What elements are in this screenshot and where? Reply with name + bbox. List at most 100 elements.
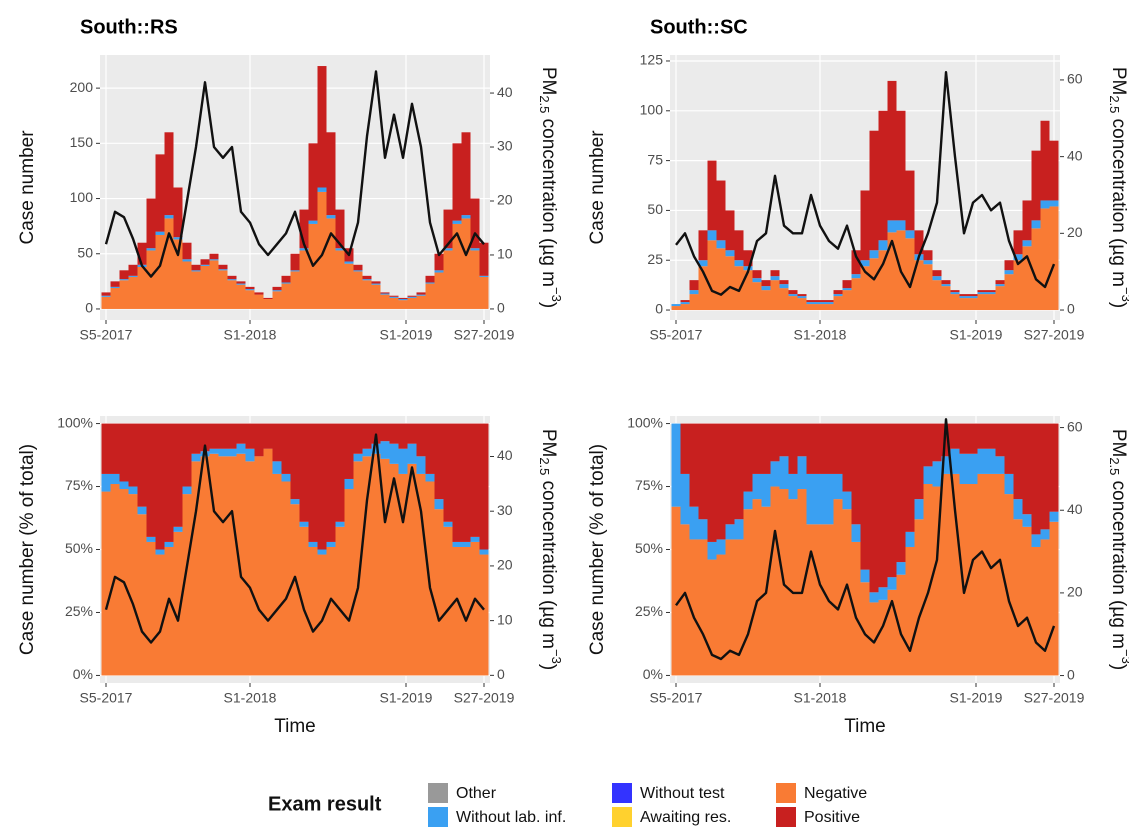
bar-segment	[977, 294, 987, 311]
x-tick-label: S1-2018	[224, 690, 277, 706]
bar-segment	[146, 250, 156, 309]
y2-axis-title: PM2.5 concentration (µg m−3)	[1107, 67, 1129, 308]
y2-axis-title-part: )	[538, 302, 559, 308]
bar-segment	[209, 260, 219, 309]
bar-segment	[290, 271, 300, 309]
bar-segment	[833, 290, 843, 295]
bar-segment	[869, 258, 879, 311]
bar-segment	[743, 270, 753, 311]
bar-segment	[182, 423, 192, 487]
bar-segment	[914, 519, 924, 676]
y2-axis-title-part: −3	[549, 649, 564, 664]
bar-segment	[362, 456, 372, 676]
x-tick-label: S1-2019	[950, 690, 1003, 706]
bar-segment	[707, 559, 717, 676]
bar-segment	[752, 499, 762, 676]
bar-segment	[290, 423, 300, 500]
x-tick-label: S1-2019	[380, 690, 433, 706]
bar-segment	[797, 294, 807, 297]
bar-segment	[263, 299, 273, 309]
bar-segment	[191, 270, 201, 272]
bar-segment	[101, 423, 111, 474]
legend-label: Negative	[804, 785, 867, 802]
bar-segment	[743, 509, 753, 676]
bar-segment	[671, 306, 681, 311]
bar-segment	[200, 265, 210, 309]
x-tick-label: S27-2019	[1024, 690, 1085, 706]
bar-segment	[425, 283, 435, 309]
bar-segment	[173, 237, 183, 240]
bar-segment	[1031, 423, 1041, 535]
bar-segment	[914, 260, 924, 311]
bar-segment	[860, 190, 870, 261]
y2-tick-label: 20	[497, 192, 513, 208]
bar-segment	[995, 284, 1005, 287]
bar-segment	[398, 299, 408, 301]
bar-segment	[236, 423, 246, 444]
bar-segment	[434, 509, 444, 676]
x-tick-label: S27-2019	[454, 327, 515, 343]
y2-tick-label: 10	[497, 246, 513, 262]
bar-segment	[227, 448, 237, 457]
bar-segment	[254, 456, 264, 676]
bar-segment	[815, 304, 825, 311]
bar-segment	[119, 279, 129, 281]
bar-segment	[959, 296, 969, 299]
bar-segment	[995, 423, 1005, 457]
y2-axis-title-part: )	[538, 664, 559, 670]
bar-segment	[434, 270, 444, 273]
bar-segment	[680, 304, 690, 311]
bar-segment	[281, 423, 291, 474]
bar-segment	[308, 546, 318, 676]
bar-segment	[932, 461, 942, 487]
bar-segment	[173, 239, 183, 309]
bar-segment	[470, 248, 480, 251]
bar-segment	[689, 539, 699, 676]
bar-segment	[452, 143, 462, 221]
bar-segment	[470, 536, 480, 542]
bar-segment	[227, 280, 237, 309]
bar-segment	[761, 290, 771, 311]
bar-segment	[101, 296, 111, 309]
bar-segment	[443, 248, 453, 251]
legend-swatch	[428, 807, 448, 827]
bar-segment	[770, 461, 780, 487]
bar-segment	[128, 264, 138, 276]
bar-segment	[155, 549, 165, 555]
y-axis-title: Case number	[587, 130, 608, 245]
bar-segment	[842, 491, 852, 510]
bar-segment	[887, 577, 897, 590]
bar-segment	[806, 473, 816, 525]
bar-segment	[281, 282, 291, 284]
y2-axis-title-part: PM	[538, 67, 559, 96]
bar-segment	[443, 521, 453, 527]
bar-segment	[191, 264, 201, 271]
bar-segment	[860, 266, 870, 311]
bar-segment	[671, 423, 681, 507]
bar-segment	[326, 218, 336, 309]
bar-segment	[959, 484, 969, 676]
bar-segment	[1049, 423, 1059, 512]
bar-segment	[743, 250, 753, 267]
bar-segment	[164, 215, 174, 219]
bar-segment	[1031, 546, 1041, 676]
bar-segment	[245, 423, 255, 449]
bar-segment	[950, 423, 960, 449]
y2-axis-title: PM2.5 concentration (µg m−3)	[1107, 429, 1129, 670]
bar-segment	[968, 296, 978, 299]
y-tick-label: 50	[647, 201, 663, 217]
bar-segment	[1004, 270, 1014, 275]
bar-segment	[335, 423, 345, 522]
bar-segment	[425, 473, 435, 482]
bar-segment	[905, 238, 915, 311]
bar-segment	[164, 546, 174, 676]
bar-segment	[761, 286, 771, 291]
bar-segment	[227, 275, 237, 280]
y-tick-label: 50%	[65, 540, 93, 556]
bar-segment	[344, 261, 354, 264]
bar-segment	[995, 286, 1005, 311]
y-tick-label: 75	[647, 151, 663, 167]
x-tick-label: S5-2017	[650, 327, 703, 343]
bar-segment	[317, 554, 327, 676]
bar-segment	[689, 506, 699, 540]
